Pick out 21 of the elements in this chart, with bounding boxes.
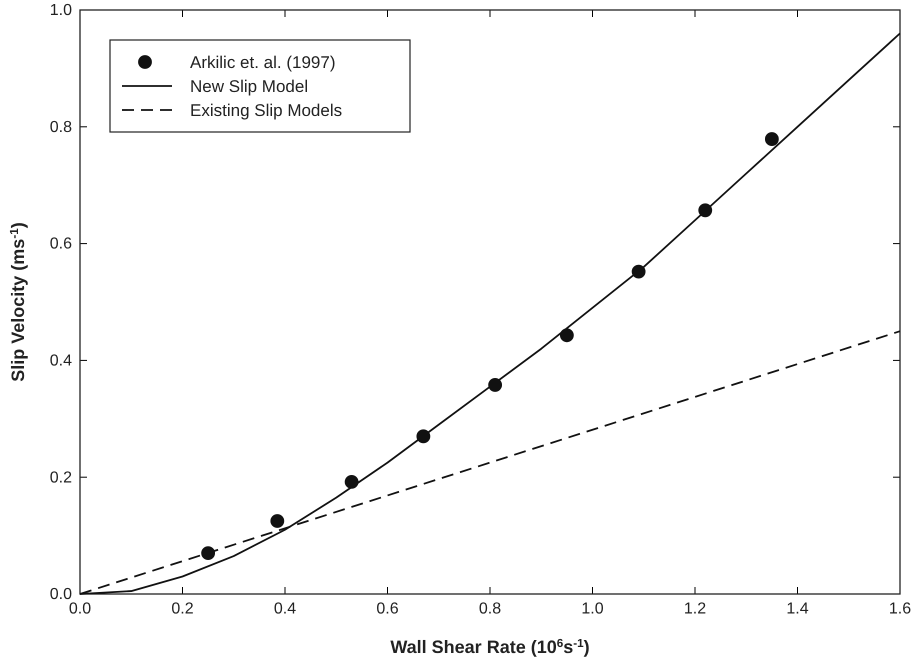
y-tick-label: 0.2: [50, 469, 72, 486]
x-tick-label: 1.6: [888, 600, 912, 618]
text: 1.0: [50, 2, 72, 20]
y-tick-label: 0.6: [50, 236, 72, 253]
point: [560, 328, 574, 342]
x-tick-label: 0.2: [171, 600, 194, 618]
x-tick-label: 1.2: [684, 600, 706, 618]
point: [201, 546, 216, 560]
point: [270, 514, 284, 528]
legend-label: Arkilic et. al. (1997): [190, 53, 336, 72]
x-tick-label: 1.4: [786, 600, 809, 618]
y-tick-label: 0.4: [50, 352, 72, 370]
x-axis-title: Wall Shear Rate (10$^{6}$s$^{-1}$): [390, 636, 590, 657]
point: [764, 132, 779, 146]
x-tick-label: 0.4: [274, 600, 296, 618]
text: 1.0: [581, 600, 604, 618]
legend-label: Existing Slip Models: [190, 101, 342, 120]
x-tick-label: 0.6: [376, 600, 399, 618]
y-tick-label: 0.8: [50, 118, 72, 136]
x-tick-label: 0.8: [478, 600, 502, 618]
legend-label: New Slip Model: [190, 77, 308, 96]
